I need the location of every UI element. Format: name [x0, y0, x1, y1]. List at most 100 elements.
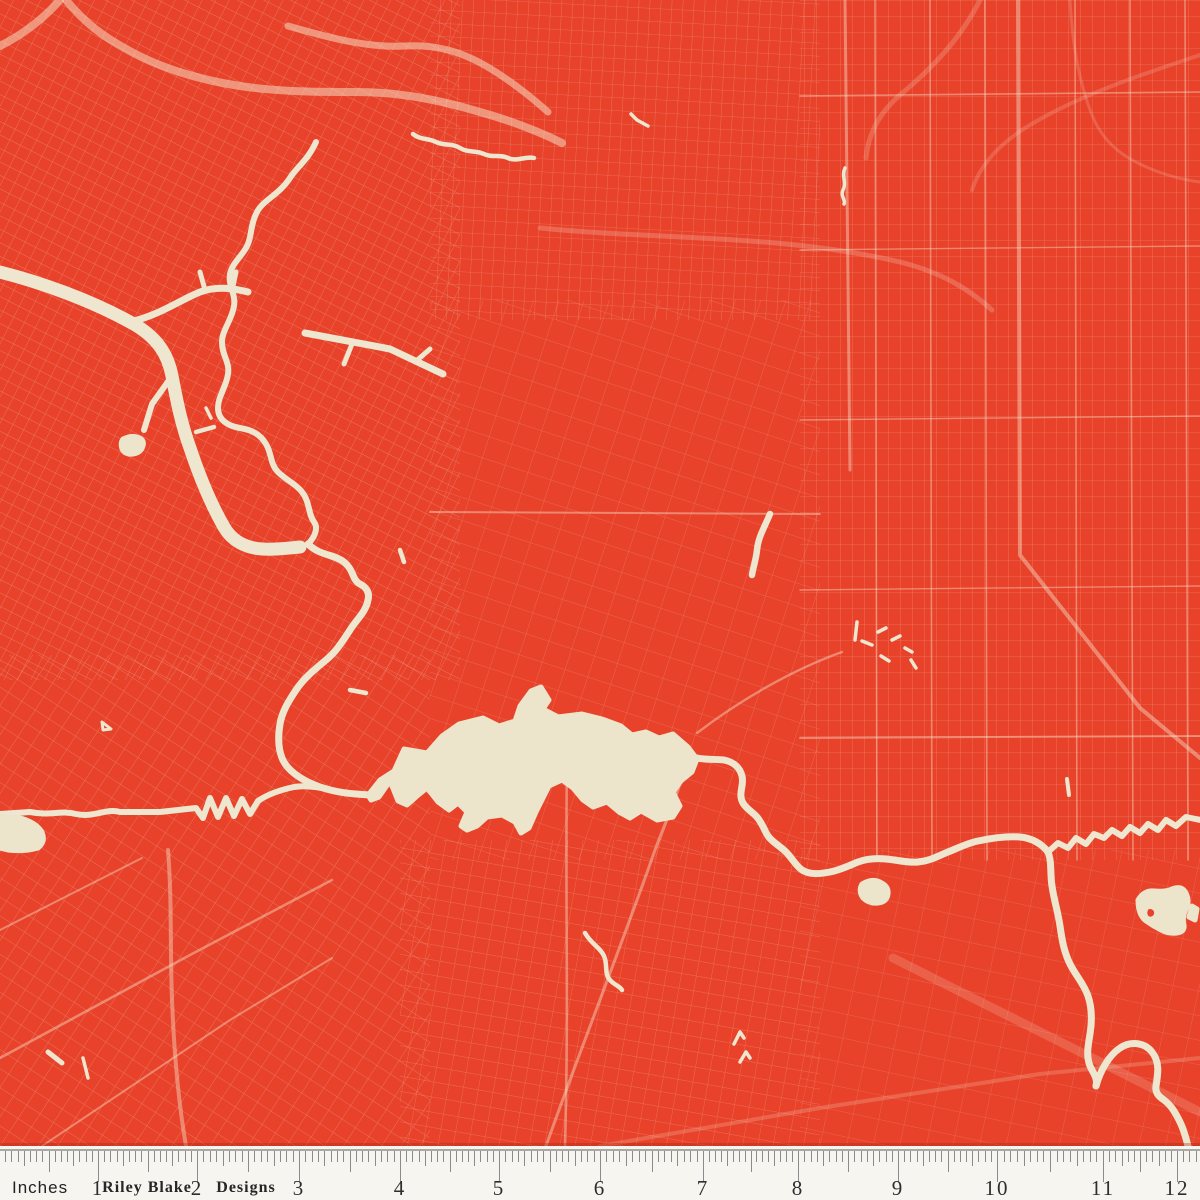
ruler-tick	[1140, 1151, 1141, 1172]
ruler-tick	[116, 1151, 118, 1162]
ruler-tick	[677, 1151, 679, 1166]
ruler-tick	[1158, 1151, 1160, 1166]
ruler-tick	[1183, 1151, 1185, 1162]
ruler-tick	[835, 1151, 837, 1162]
ruler-number: 1	[91, 1176, 105, 1200]
ruler-tick	[362, 1151, 364, 1162]
ruler-tick	[860, 1151, 862, 1162]
ruler-tick	[128, 1151, 130, 1162]
ruler-tick	[122, 1151, 124, 1166]
ruler-tick	[568, 1151, 570, 1162]
ruler-number: 11	[1090, 1176, 1116, 1200]
ruler-tick	[768, 1151, 770, 1162]
ruler-tick	[1089, 1151, 1091, 1162]
ruler-tick	[374, 1151, 376, 1166]
ruler-tick	[904, 1151, 906, 1162]
ruler-tick	[762, 1151, 764, 1162]
ruler-tick	[555, 1151, 557, 1162]
ruler-tick	[517, 1151, 519, 1162]
ruler-tick	[823, 1151, 824, 1166]
ruler-tick	[54, 1151, 56, 1162]
ruler-number: 7	[696, 1176, 710, 1200]
ruler-tick	[486, 1151, 488, 1162]
ruler-tick	[1056, 1151, 1058, 1162]
ruler-tick	[418, 1151, 420, 1162]
ruler-tick	[324, 1151, 326, 1166]
ruler-tick	[412, 1151, 414, 1162]
ruler-tick	[273, 1151, 275, 1166]
ruler-tick	[393, 1151, 395, 1162]
ruler-tick	[1023, 1151, 1025, 1166]
ruler-tick	[690, 1151, 692, 1162]
pond-right-sliver	[1186, 903, 1200, 923]
waterways	[0, 112, 1200, 1146]
ruler-tick	[947, 1151, 949, 1172]
ruler-tick	[159, 1151, 161, 1162]
ruler-number: 5	[492, 1176, 506, 1200]
ruler-tick	[178, 1151, 180, 1162]
levee-band	[0, 265, 307, 556]
ruler-number: 10	[984, 1176, 1010, 1200]
ruler-tick	[829, 1151, 831, 1162]
ruler-tick	[953, 1151, 955, 1162]
ruler-number: 6	[593, 1176, 607, 1200]
ruler-tick	[1152, 1151, 1154, 1162]
ruler-tick	[1069, 1151, 1071, 1162]
ruler-tick	[744, 1151, 746, 1162]
ruler-tick	[816, 1151, 818, 1162]
ruler-tick	[792, 1151, 794, 1162]
ruler-tick	[885, 1151, 887, 1162]
ruler-tick	[424, 1151, 426, 1166]
ruler-number: 2	[190, 1176, 204, 1200]
ruler-tick	[720, 1151, 722, 1162]
ruler-tick	[110, 1151, 112, 1162]
ruler-tick	[29, 1151, 31, 1162]
ruler-tick	[228, 1151, 230, 1162]
ruler-tick	[612, 1151, 614, 1162]
ruler-tick	[311, 1151, 313, 1162]
ruler-tick	[222, 1151, 224, 1166]
ruler-tick	[524, 1151, 526, 1166]
ruler-tick	[153, 1151, 155, 1162]
river-east	[693, 754, 1052, 878]
ruler-tick	[330, 1151, 332, 1162]
ruler-number: 3	[292, 1176, 306, 1200]
street-grid	[0, 0, 1200, 1146]
ruler-tick	[1177, 1151, 1178, 1182]
ruler-tick	[848, 1151, 849, 1172]
ruler-tick	[714, 1151, 716, 1162]
ruler-tick	[786, 1151, 788, 1162]
ruler-tick	[443, 1151, 445, 1162]
ruler-tick	[1050, 1151, 1051, 1172]
ruler-tick	[549, 1151, 551, 1172]
ruler-tick	[406, 1151, 408, 1162]
ruler-tick	[17, 1151, 19, 1162]
ruler-tick	[738, 1151, 740, 1162]
ruler-tick	[400, 1151, 401, 1182]
ruler-tick	[670, 1151, 672, 1162]
river-zigzag-east	[1045, 814, 1200, 855]
ruler-tick	[750, 1151, 752, 1172]
river-loop	[1092, 1040, 1192, 1146]
ruler-tick	[997, 1151, 998, 1182]
ruler-tick	[891, 1151, 893, 1162]
ruler-tick	[683, 1151, 685, 1162]
ruler-tick	[449, 1151, 451, 1172]
fabric-fold-shadow	[0, 1143, 1200, 1146]
lake-and-ponds	[0, 433, 1200, 936]
ruler-tick	[1103, 1151, 1104, 1182]
ruler-tick	[343, 1151, 345, 1162]
ruler-tick	[798, 1151, 799, 1182]
ruler-tick	[866, 1151, 868, 1162]
ruler-tick	[536, 1151, 538, 1162]
ruler-tick	[587, 1151, 589, 1162]
ruler-tick	[42, 1151, 44, 1162]
ruler-unit-label: Inches	[12, 1178, 69, 1197]
ruler-tick	[879, 1151, 881, 1162]
ruler-tick	[1109, 1151, 1111, 1162]
ruler-tick	[209, 1151, 211, 1162]
ruler-tick	[664, 1151, 666, 1162]
ruler-tick	[190, 1151, 192, 1162]
ruler-tick	[774, 1151, 776, 1166]
ruler-tick	[203, 1151, 205, 1162]
